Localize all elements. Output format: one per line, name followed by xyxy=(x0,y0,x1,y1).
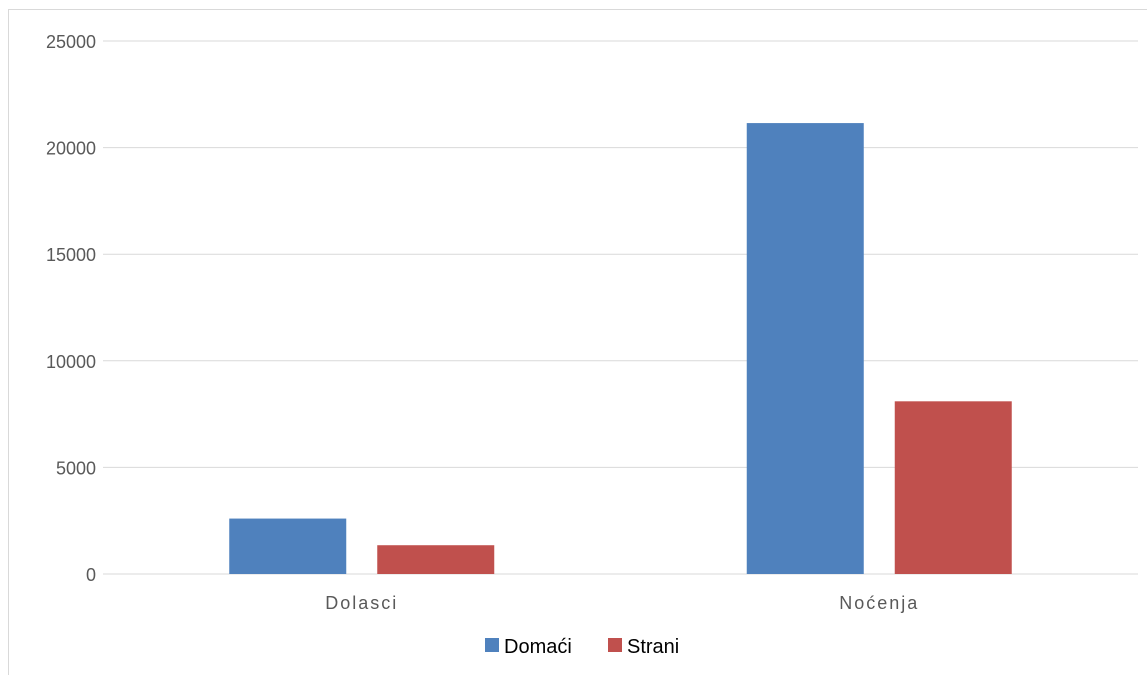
bar-strani-noćenja xyxy=(894,401,1012,574)
legend-swatch xyxy=(485,638,499,652)
x-tick-label: Noćenja xyxy=(839,593,919,613)
bar-domaći-dolasci xyxy=(229,518,347,574)
bar-domaći-noćenja xyxy=(746,123,864,574)
y-tick-label: 5000 xyxy=(56,458,96,478)
y-tick-label: 0 xyxy=(86,565,96,585)
x-tick-label: Dolasci xyxy=(325,593,398,613)
y-tick-label: 15000 xyxy=(46,245,96,265)
bars xyxy=(229,123,1012,574)
y-tick-label: 10000 xyxy=(46,352,96,372)
bar-strani-dolasci xyxy=(377,545,495,574)
x-axis-labels: Dolasci Noćenja xyxy=(325,593,919,613)
chart-frame xyxy=(8,9,1147,675)
y-tick-label: 25000 xyxy=(46,32,96,52)
legend-label: Domaći xyxy=(504,636,572,658)
legend-label: Strani xyxy=(627,636,679,658)
y-tick-label: 20000 xyxy=(46,139,96,159)
y-axis-ticks: 0 5000 10000 15000 20000 25000 xyxy=(46,32,96,585)
legend-swatch xyxy=(608,638,622,652)
legend: Domaći Strani xyxy=(485,636,679,658)
